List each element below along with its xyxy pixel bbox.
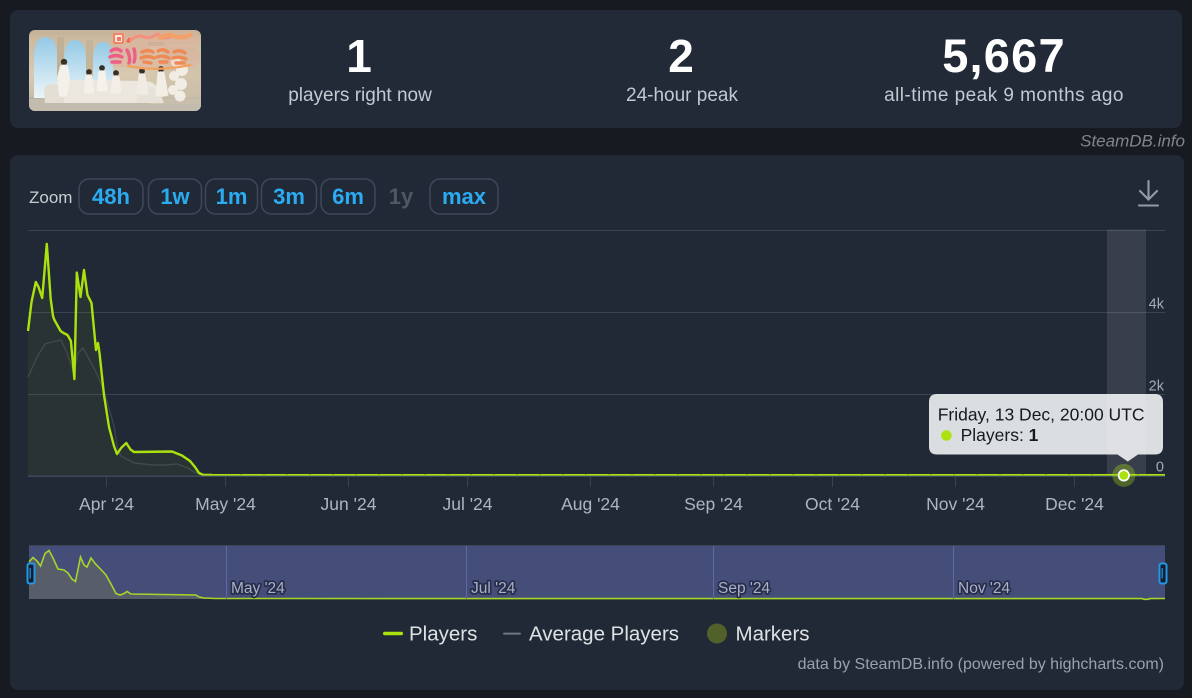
svg-text:Zoom: Zoom — [29, 188, 72, 207]
svg-text:2k: 2k — [1149, 379, 1165, 395]
svg-text:Players: 1: Players: 1 — [961, 425, 1039, 445]
svg-text:24-hour peak: 24-hour peak — [626, 85, 738, 106]
svg-text:Jun '24: Jun '24 — [321, 494, 377, 514]
svg-text:Markers: Markers — [736, 623, 810, 646]
svg-text:Oct '24: Oct '24 — [805, 494, 860, 514]
svg-text:May '24: May '24 — [195, 494, 256, 514]
svg-text:Players: Players — [409, 623, 477, 646]
svg-text:3m: 3m — [273, 184, 305, 209]
svg-text:Apr '24: Apr '24 — [79, 494, 134, 514]
svg-text:1y: 1y — [389, 184, 414, 209]
svg-text:48h: 48h — [92, 184, 130, 209]
svg-text:Sep '24: Sep '24 — [684, 494, 743, 514]
svg-text:all-time peak 9 months ago: all-time peak 9 months ago — [884, 85, 1124, 106]
svg-text:0: 0 — [1156, 460, 1164, 476]
svg-text:Aug '24: Aug '24 — [561, 494, 620, 514]
svg-text:Friday, 13 Dec, 20:00 UTC: Friday, 13 Dec, 20:00 UTC — [938, 405, 1145, 425]
svg-text:1: 1 — [346, 30, 372, 82]
svg-text:Dec '24: Dec '24 — [1045, 494, 1104, 514]
svg-text:1w: 1w — [160, 184, 190, 209]
svg-text:2: 2 — [668, 30, 694, 82]
svg-text:max: max — [442, 184, 487, 209]
svg-text:SteamDB.info: SteamDB.info — [1080, 132, 1185, 151]
svg-text:6m: 6m — [332, 184, 364, 209]
svg-text:Jul '24: Jul '24 — [471, 580, 516, 597]
svg-text:Average Players: Average Players — [529, 623, 679, 646]
svg-text:May '24: May '24 — [231, 580, 285, 597]
svg-text:Jul '24: Jul '24 — [442, 494, 492, 514]
svg-text:players right now: players right now — [288, 85, 432, 106]
svg-text:Nov '24: Nov '24 — [926, 494, 985, 514]
svg-text:Sep '24: Sep '24 — [718, 580, 770, 597]
svg-text:4k: 4k — [1149, 297, 1165, 313]
svg-text:5,667: 5,667 — [942, 29, 1066, 82]
svg-text:data by SteamDB.info (powered: data by SteamDB.info (powered by highcha… — [798, 656, 1164, 673]
svg-text:Nov '24: Nov '24 — [958, 580, 1010, 597]
svg-text:1m: 1m — [216, 184, 248, 209]
